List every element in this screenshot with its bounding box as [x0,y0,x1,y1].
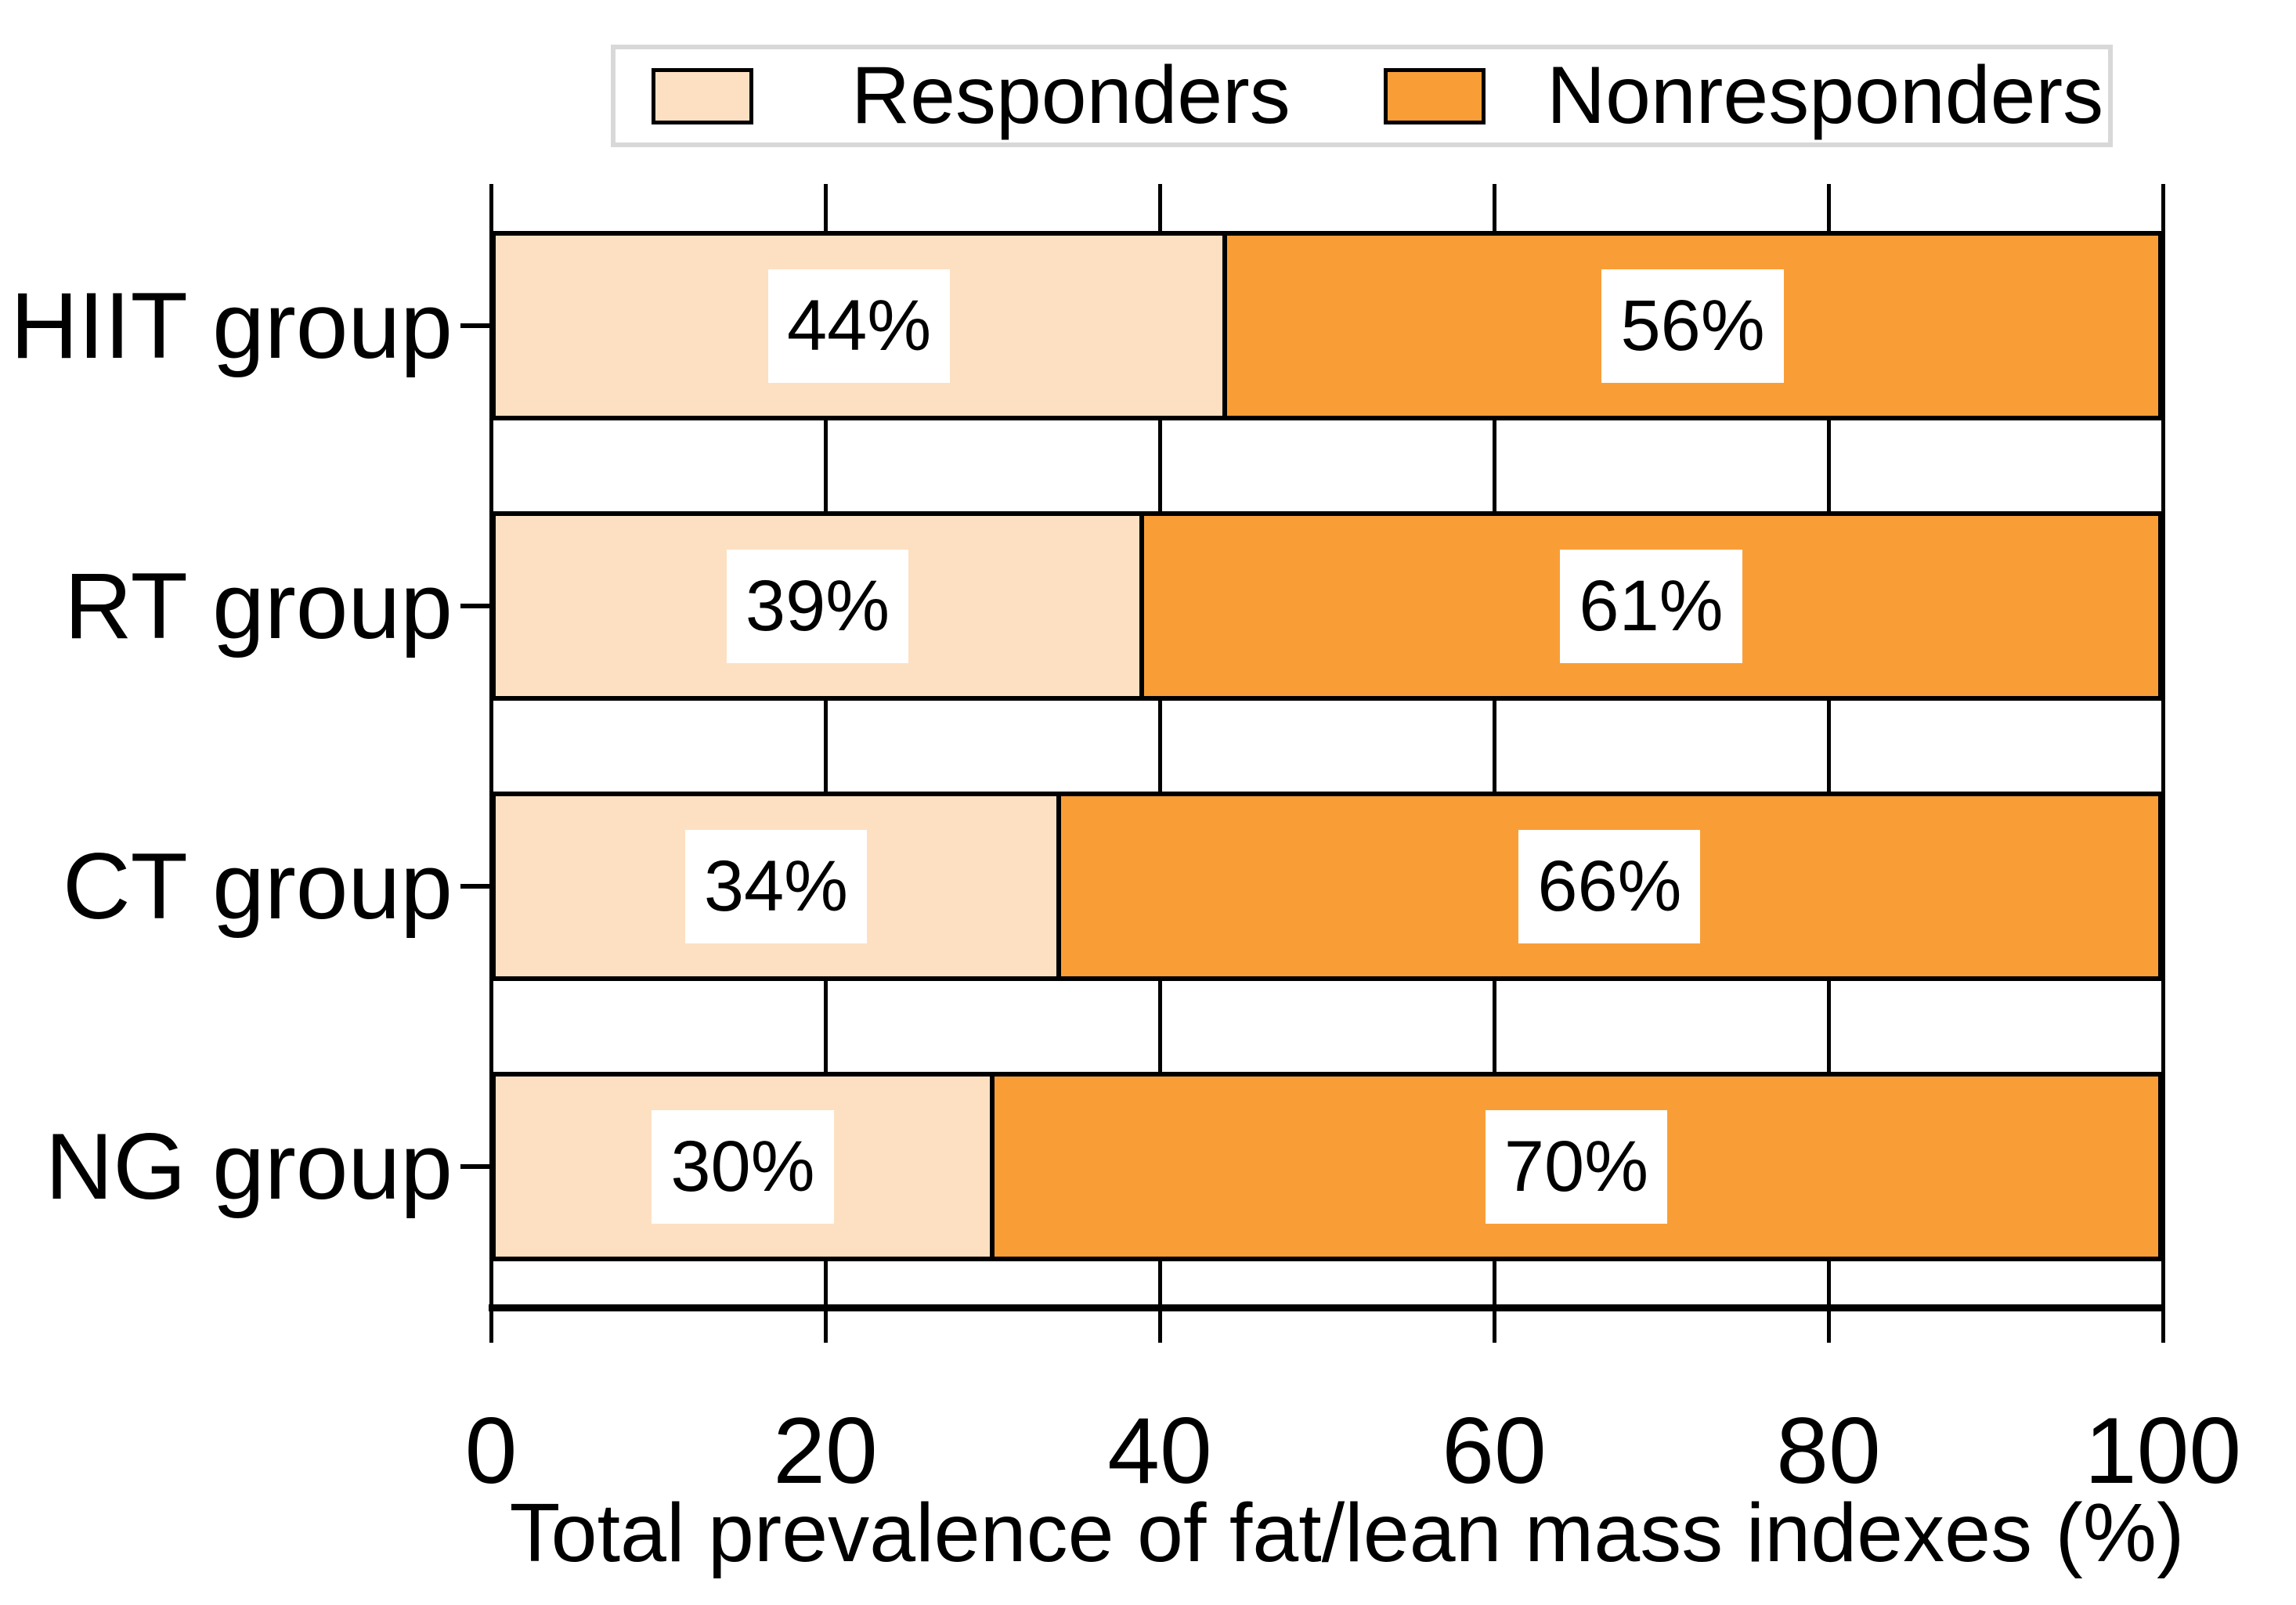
y-tick-rt [460,604,491,608]
gridline-40 [1158,184,1162,1307]
x-axis-tick-label-20: 20 [773,1398,878,1503]
bar-value-label: 56% [1601,269,1784,383]
legend-label-responders: Responders [851,50,1291,141]
legend: Responders Nonresponders [611,45,2113,147]
y-axis-label-rt: RT group [64,554,453,658]
x-axis-tick-80 [1827,1307,1831,1343]
bar-segment-responders-ct: 34% [496,796,1061,976]
bar-segment-responders-ng: 30% [496,1077,995,1257]
x-axis-tick-label-80: 80 [1776,1398,1881,1503]
x-axis-tick-100 [2161,1307,2165,1343]
bar-value-label: 34% [684,829,867,943]
legend-swatch-nonresponders [1384,68,1486,124]
x-axis-title: Total prevalence of fat/lean mass indexe… [509,1487,2185,1579]
bar-value-label: 39% [726,549,909,663]
legend-label-nonresponders: Nonresponders [1547,50,2104,141]
bar-value-label: 30% [652,1109,834,1224]
gridline-20 [824,184,828,1307]
legend-swatch-responders [652,68,753,124]
gridline-0 [489,184,493,1307]
bar-row-hiit-group: 44% 56% [491,231,2163,420]
gridline-60 [1493,184,1496,1307]
x-axis-tick-label-100: 100 [2084,1398,2242,1503]
bar-value-label: 66% [1518,829,1701,943]
bar-segment-nonresponders-hiit: 56% [1227,236,2158,416]
bar-segment-responders-hiit: 44% [496,236,1228,416]
bar-row-rt-group: 39% 61% [491,511,2163,701]
y-tick-ng [460,1164,491,1169]
y-tick-ct [460,884,491,889]
bar-value-label: 70% [1485,1109,1668,1224]
bar-segment-nonresponders-rt: 61% [1143,516,2158,696]
gridline-100 [2161,184,2165,1307]
x-axis-tick-0 [489,1307,493,1343]
bar-segment-responders-rt: 39% [496,516,1144,696]
gridline-80 [1827,184,1831,1307]
y-axis-label-hiit: HIIT group [10,273,453,378]
bar-row-ng-group: 30% 70% [491,1072,2163,1261]
x-axis-tick-label-40: 40 [1107,1398,1212,1503]
bar-segment-nonresponders-ct: 66% [1060,796,2158,976]
x-axis-tick-20 [824,1307,828,1343]
bar-row-ct-group: 34% 66% [491,792,2163,981]
bar-value-label: 44% [767,269,951,383]
y-axis-label-ct: CT group [62,834,453,939]
x-axis-tick-40 [1158,1307,1162,1343]
x-axis-line [489,1304,2165,1311]
y-axis-label-ng: NG group [45,1114,453,1219]
x-axis-tick-label-0: 0 [464,1398,518,1503]
bar-value-label: 61% [1560,549,1742,663]
x-axis-tick-60 [1493,1307,1496,1343]
y-tick-hiit [460,323,491,328]
bar-segment-nonresponders-ng: 70% [994,1077,2158,1257]
x-axis-tick-label-60: 60 [1442,1398,1547,1503]
